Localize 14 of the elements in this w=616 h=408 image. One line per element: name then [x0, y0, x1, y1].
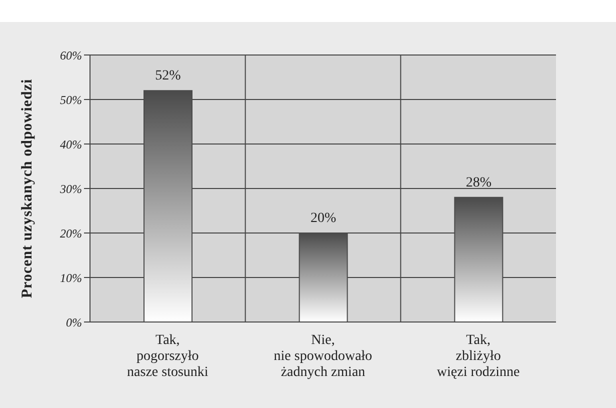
y-tick-label: 0% — [66, 315, 82, 330]
x-tick-label: Tak, zbliżyło więzi rodzinne — [436, 333, 520, 380]
y-tick-label: 60% — [60, 48, 82, 62]
data-label: 52% — [155, 68, 182, 84]
y-tick-label: 50% — [60, 92, 82, 107]
y-tick-label: 20% — [60, 226, 82, 240]
x-tick-label: Nie, nie spowodowało żadnych zmian — [274, 333, 372, 380]
y-tick-label: 30% — [59, 182, 82, 196]
y-tick-label: 40% — [60, 137, 82, 152]
data-label: 20% — [310, 211, 336, 226]
x-tick-label: Tak, pogorszyło nasze stosunki — [127, 333, 208, 380]
data-label: 28% — [466, 175, 492, 190]
y-axis-title: Procent uzyskanych odpowiedzi — [19, 78, 36, 298]
y-tick-label: 10% — [60, 270, 82, 285]
